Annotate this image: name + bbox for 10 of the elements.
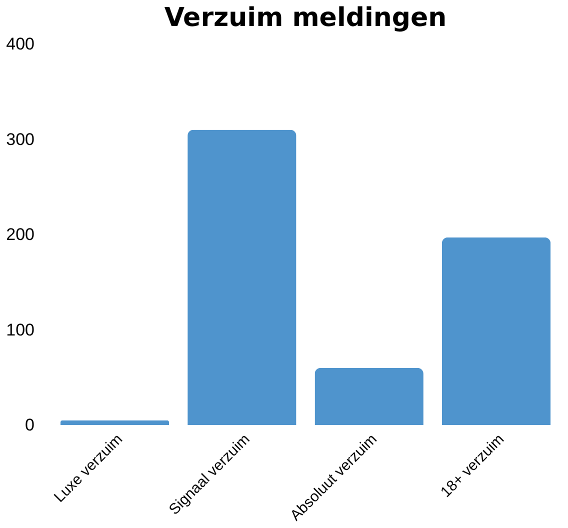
y-tick-label: 400	[6, 34, 34, 54]
bar	[314, 368, 424, 425]
bar	[442, 237, 551, 425]
bar	[60, 420, 170, 425]
y-tick-label: 100	[6, 320, 34, 340]
y-tick-label: 200	[6, 225, 34, 244]
chart-title: Verzuim meldingen	[164, 3, 447, 33]
bar	[188, 130, 296, 425]
y-tick-label: 0	[25, 416, 34, 434]
y-tick-label: 300	[6, 130, 34, 149]
